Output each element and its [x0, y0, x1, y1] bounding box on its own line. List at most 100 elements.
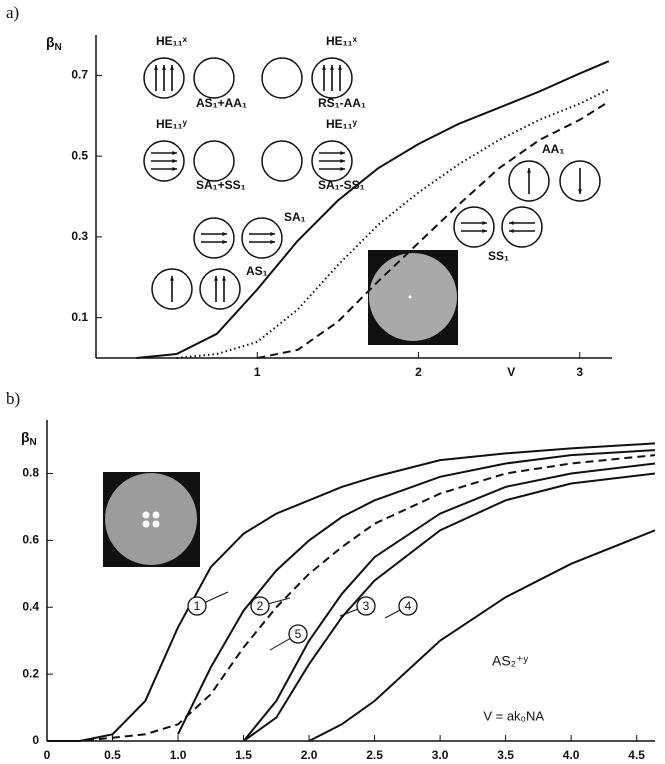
arrow-head: [154, 65, 158, 70]
curve: [136, 60, 610, 359]
mode-circle: [143, 57, 185, 99]
y-tick-label: 0: [32, 733, 39, 747]
y-axis-label: βN: [21, 429, 37, 448]
mode-circle: [311, 140, 353, 182]
mode-circle: [559, 160, 601, 202]
curve-label: 4: [405, 599, 412, 613]
panel-label: a): [6, 3, 19, 22]
mode-circle: [501, 206, 543, 248]
mode-label: SA₁+SS₁: [196, 178, 246, 192]
arrow-head: [509, 221, 514, 225]
mode-label: RS₁-AA₁: [318, 96, 366, 110]
mode-circle: [151, 268, 193, 310]
arrow-head: [482, 229, 487, 233]
curve: [177, 449, 656, 735]
arrow-head: [170, 65, 174, 70]
curve-label-circle: [288, 624, 308, 644]
y-tick-label: 0.4: [22, 599, 39, 613]
mode-label: HE₁₁ʸ: [326, 117, 358, 131]
curve-label: 1: [194, 599, 201, 613]
x-axis-label: V: [507, 365, 515, 379]
mode-label: AS₁+AA₁: [196, 96, 247, 110]
arrow-head: [482, 221, 487, 225]
curve-label-circle: [187, 596, 207, 616]
arrow-head: [340, 151, 345, 155]
y-axis-label-sub: N: [55, 42, 62, 53]
curve-label-circle: [250, 596, 270, 616]
y-axis-label-main: β: [46, 34, 55, 50]
x-tick-label: 3.5: [497, 748, 514, 762]
arrow-head: [270, 232, 275, 236]
mode-label: AA₁: [542, 142, 564, 156]
curve: [243, 472, 656, 742]
x-tick-label: 3.0: [432, 748, 449, 762]
arrow-head: [172, 167, 177, 171]
curve: [47, 454, 656, 742]
arrow-head: [170, 276, 174, 281]
curve-label: 5: [295, 627, 302, 641]
arrow-head: [172, 159, 177, 163]
mode-label: HE₁₁ˣ: [156, 34, 188, 48]
x-tick-label: 2.5: [366, 748, 383, 762]
y-tick-label: 0.6: [22, 533, 39, 547]
arrow-head: [340, 167, 345, 171]
arrow-head: [330, 65, 334, 70]
x-axis-label: V = ak₀NA: [483, 708, 544, 723]
curve-label-circle: [356, 596, 376, 616]
y-tick-label: 0.8: [22, 466, 39, 480]
x-tick-label: 0.5: [104, 748, 121, 762]
mode-circle: [193, 57, 235, 99]
mode-circle: [193, 217, 235, 259]
arrow-head: [270, 240, 275, 244]
x-tick-label: 3: [576, 365, 583, 379]
curve: [308, 529, 656, 742]
mode-label: SA₁: [284, 210, 306, 224]
y-tick-label: 0.5: [71, 148, 88, 162]
arrow-head: [338, 65, 342, 70]
curve-label: 2: [257, 599, 264, 613]
x-tick-label: 1: [254, 365, 261, 379]
mode-circle: [453, 206, 495, 248]
x-tick-label: 1.5: [235, 748, 252, 762]
arrow-head: [162, 65, 166, 70]
mode-circle: [261, 57, 303, 99]
curve-label: AS₂⁺ʸ: [492, 653, 529, 669]
curve-label: 3: [363, 599, 370, 613]
x-tick-label: 0: [44, 748, 51, 762]
arrow-head: [578, 189, 582, 194]
arrow-head: [509, 229, 514, 233]
arrow-head: [222, 240, 227, 244]
inset-spot: [408, 295, 412, 299]
mode-circle: [508, 160, 550, 202]
mode-circle: [261, 140, 303, 182]
arrow-head: [322, 65, 326, 70]
mode-circle: [143, 140, 185, 182]
panel-label: b): [6, 389, 20, 408]
y-tick-label: 0.3: [71, 229, 88, 243]
y-tick-label: 0.1: [71, 310, 88, 324]
mode-label: SS₁: [488, 249, 509, 263]
mode-label: SA₁-SS₁: [318, 178, 365, 192]
x-tick-label: 2.0: [301, 748, 318, 762]
x-tick-label: 2: [415, 365, 422, 379]
mode-circle: [193, 140, 235, 182]
arrow-head: [222, 276, 226, 281]
mode-label: HE₁₁ʸ: [156, 117, 188, 131]
inset-spots: [142, 511, 160, 528]
arrow-head: [340, 159, 345, 163]
mode-circle: [199, 268, 241, 310]
curve: [242, 462, 656, 742]
mode-circle: [311, 57, 353, 99]
curve: [47, 442, 656, 742]
curve-label-circle: [398, 596, 418, 616]
y-tick-label: 0.2: [22, 666, 39, 680]
inset-fiber: [369, 253, 457, 341]
arrow-head: [222, 232, 227, 236]
x-tick-label: 1.0: [170, 748, 187, 762]
mode-label: HE₁₁ˣ: [326, 34, 358, 48]
arrow-head: [527, 168, 531, 173]
mode-label: AS₁: [246, 264, 268, 278]
inset-fiber: [105, 473, 197, 565]
y-axis-label-sub: N: [30, 437, 37, 448]
